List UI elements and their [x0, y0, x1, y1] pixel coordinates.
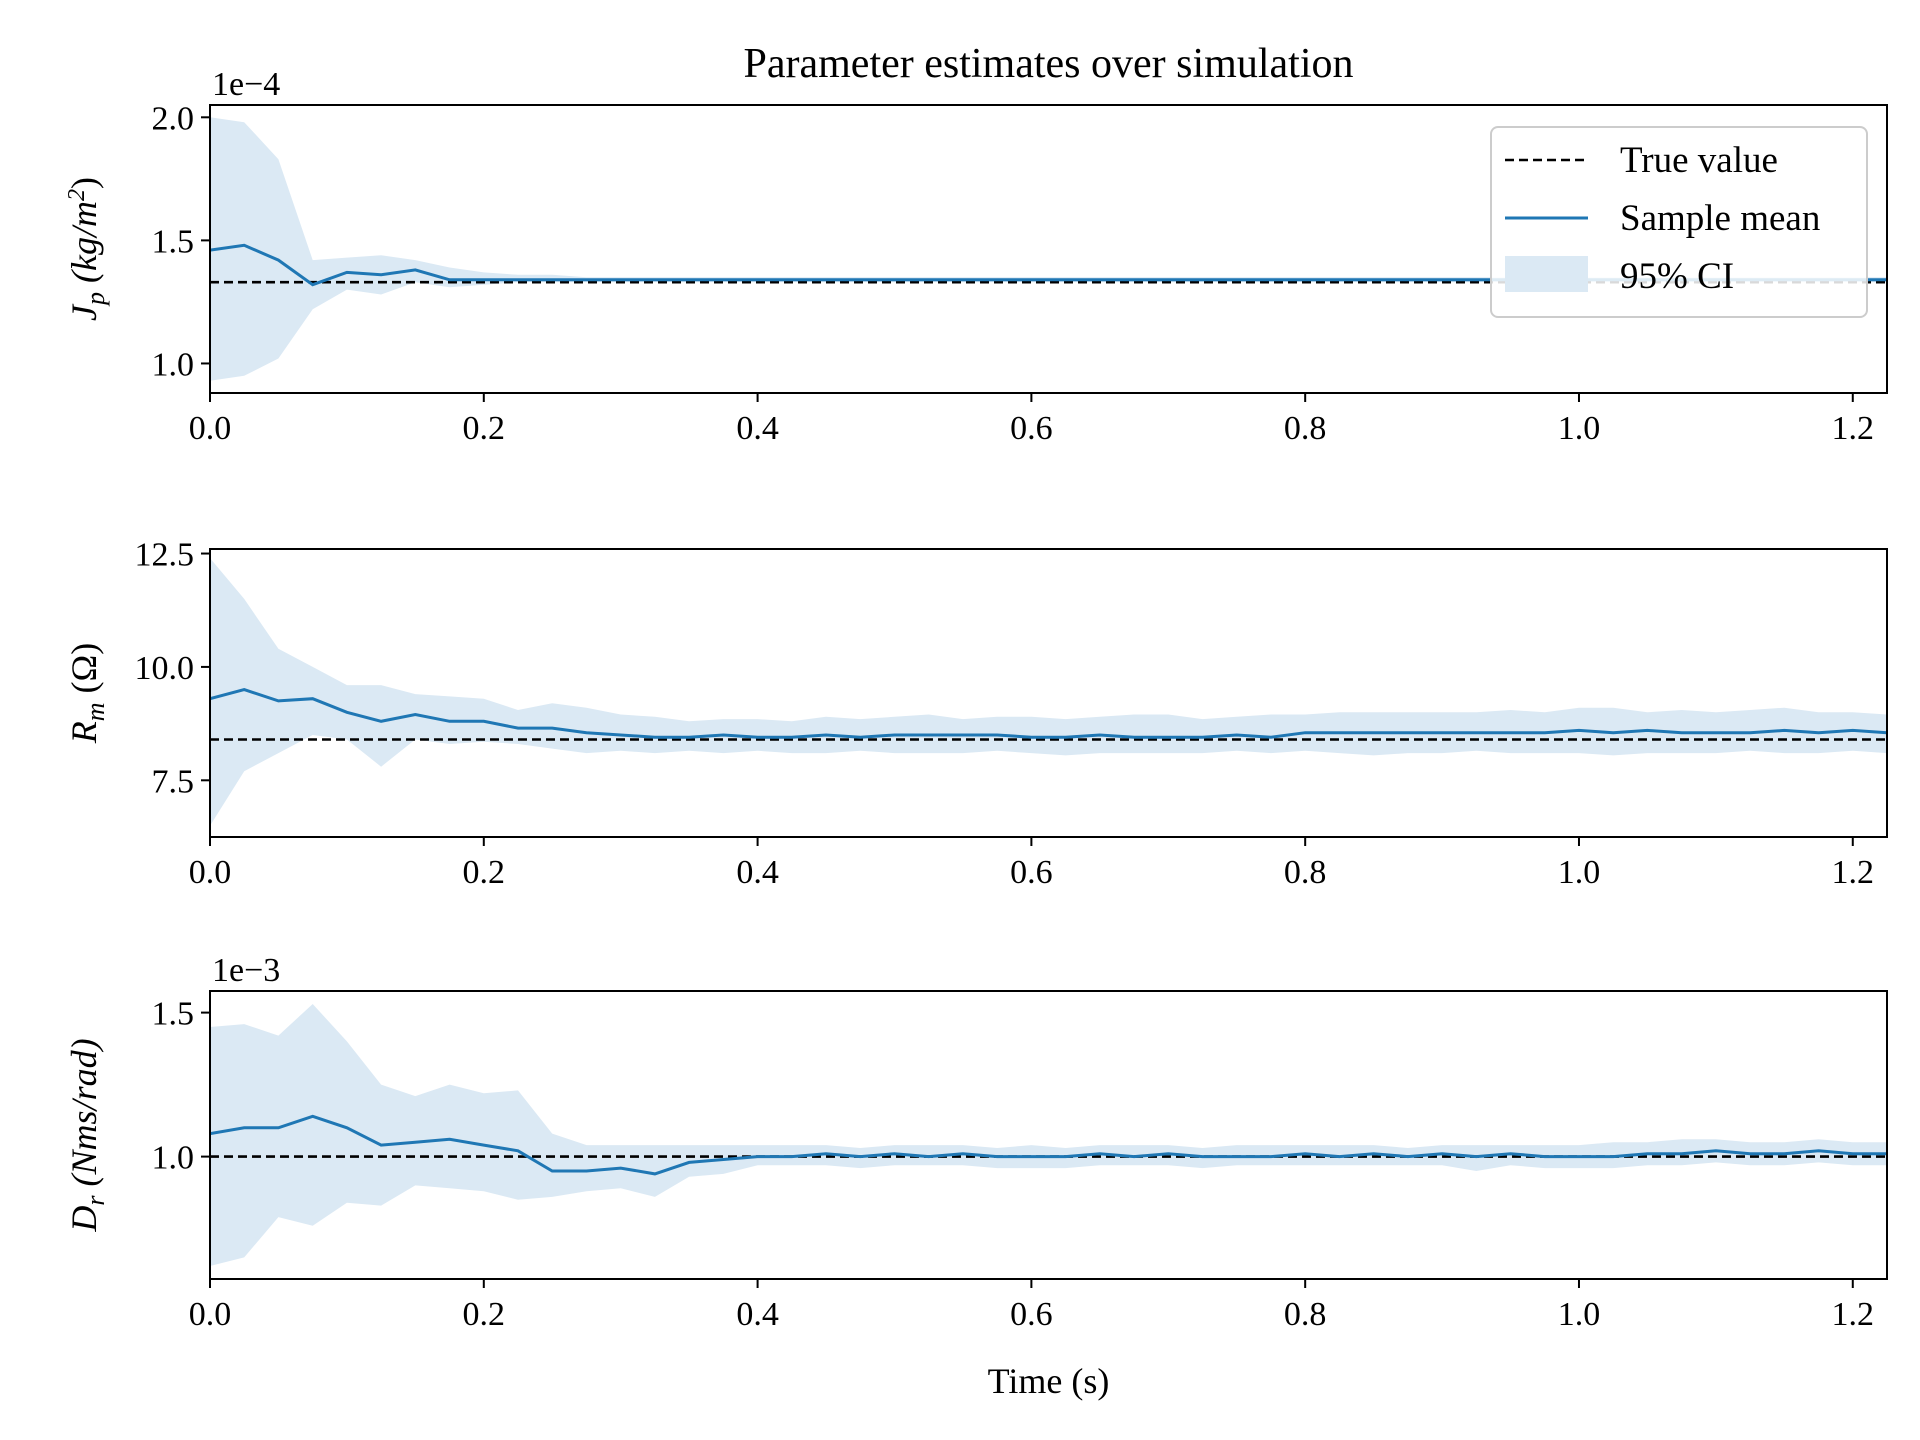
- legend-label: Sample mean: [1620, 198, 1820, 239]
- panel-3: 0.0 0.2 0.4 0.6 0.8 1.0 1.2 1.0 1.5 1e−3 Dr (Nms/r…: [64, 952, 1888, 1333]
- x-tick-label: 0.8: [1284, 1296, 1327, 1333]
- x-tick-label: 0.2: [463, 1296, 506, 1333]
- ylabel-subscript: r: [81, 1195, 110, 1206]
- x-tick-label: 0.4: [736, 410, 779, 447]
- ylabel-symbol: R: [64, 721, 104, 744]
- sample-mean-line: [210, 688, 1887, 739]
- ylabel-symbol: J: [64, 303, 104, 321]
- x-tick-label: 0.0: [189, 410, 232, 447]
- x-tick-label: 0.2: [463, 854, 506, 891]
- y-axis-label: Dr (Nms/rad): [64, 1038, 110, 1232]
- ylabel-symbol: D: [64, 1206, 104, 1233]
- y-tick-label: 1.0: [152, 346, 195, 383]
- x-tick-label: 1.2: [1832, 854, 1875, 891]
- axes-frame: [209, 548, 1888, 838]
- x-tick-label: 0.8: [1284, 854, 1327, 891]
- x-axis-label: Time (s): [988, 1361, 1110, 1401]
- x-tick-label: 1.2: [1832, 1296, 1875, 1333]
- x-tick-label: 0.8: [1284, 410, 1327, 447]
- axes-frame: [209, 104, 1888, 394]
- x-tick-label: 0.2: [463, 410, 506, 447]
- x-tick-label: 0.6: [1010, 1296, 1053, 1333]
- ci-band: [210, 1004, 1887, 1266]
- x-tick-label: 0.4: [736, 854, 779, 891]
- y-tick-label: 10.0: [135, 650, 195, 687]
- y-tick-label: 2.0: [152, 100, 195, 137]
- y-tick-label: 1.5: [152, 223, 195, 260]
- x-tick-label: 0.6: [1010, 854, 1053, 891]
- legend-ci-swatch: [1505, 256, 1588, 292]
- legend-label: True value: [1620, 140, 1778, 181]
- x-tick-label: 0.0: [189, 854, 232, 891]
- ylabel-unit-close: ): [64, 177, 104, 189]
- ylabel-subscript: m: [81, 702, 110, 721]
- ci-band: [210, 558, 1887, 826]
- y-tick-label: 1.0: [152, 1140, 195, 1177]
- panel-1: 0.0 0.2 0.4 0.6 0.8 1.0 1.2 1.0 1.5 2.0 1e−4 Jp (kg…: [64, 66, 1888, 447]
- ylabel-subscript: p: [81, 292, 110, 307]
- x-tick-label: 1.0: [1558, 410, 1601, 447]
- panel-2: 0.0 0.2 0.4 0.6 0.8 1.0 1.2 7.5 10.0 12.5 Rm (Ω): [64, 537, 1888, 891]
- y-tick-label: 7.5: [152, 763, 195, 800]
- chart-title: Parameter estimates over simulation: [744, 41, 1354, 87]
- sample-mean-line: [210, 1114, 1887, 1176]
- x-tick-label: 0.6: [1010, 410, 1053, 447]
- legend-label: 95% CI: [1620, 256, 1734, 297]
- ylabel-unit: (Ω): [64, 643, 104, 703]
- axis-multiplier: 1e−4: [212, 66, 280, 103]
- x-tick-label: 0.4: [736, 1296, 779, 1333]
- y-axis-label: Jp (kg/m2): [64, 177, 110, 321]
- axes-frame: [209, 990, 1888, 1280]
- x-tick-label: 1.2: [1832, 410, 1875, 447]
- x-tick-label: 1.0: [1558, 1296, 1601, 1333]
- ylabel-unit-superscript: 2: [64, 189, 90, 201]
- plot-area: [210, 558, 1887, 826]
- plot-area: [210, 1004, 1887, 1266]
- y-tick-label: 12.5: [135, 537, 195, 574]
- x-tick-label: 0.0: [189, 1296, 232, 1333]
- y-tick-label: 1.5: [152, 996, 195, 1033]
- ylabel-unit: (kg/m: [64, 201, 104, 292]
- y-axis-label: Rm (Ω): [64, 643, 110, 745]
- axis-multiplier: 1e−3: [212, 952, 280, 989]
- legend: True value Sample mean 95% CI: [1490, 126, 1868, 318]
- ylabel-unit: (Nms/rad): [64, 1038, 104, 1195]
- x-tick-label: 1.0: [1558, 854, 1601, 891]
